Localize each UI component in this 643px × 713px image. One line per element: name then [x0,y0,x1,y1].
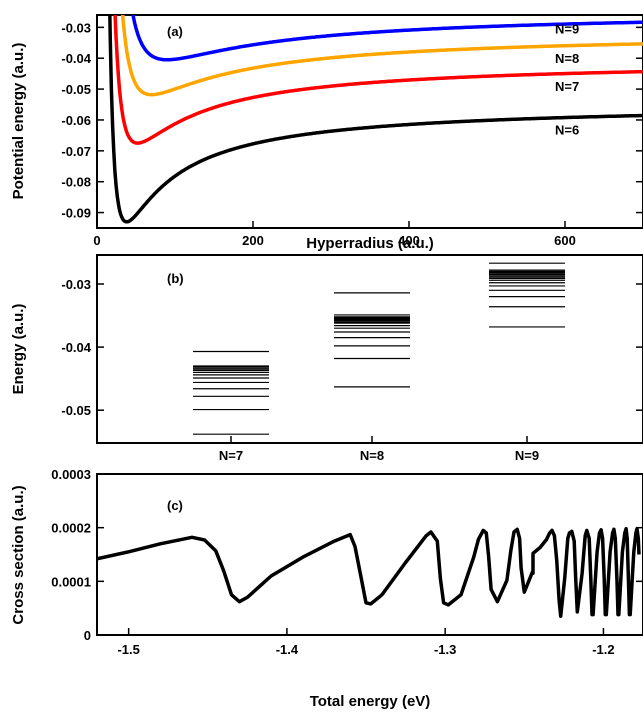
panel-c-x-tick-label: -1.2 [592,642,614,657]
panel-a-x-tick-label: 600 [554,233,576,248]
panel-b-y-axis-title: Energy (a.u.) [10,304,27,395]
panel-a-y-tick-label: -0.07 [61,144,91,159]
panel-c-label: (c) [167,498,183,513]
panel-a-y-axis-title: Potential energy (a.u.) [10,43,27,200]
panel-b-y-tick-label: -0.04 [61,340,91,355]
panel-b-y-tick-label: -0.05 [61,403,91,418]
panel-a-x-tick-label: 0 [93,233,100,248]
panel-b-y-tick-label: -0.03 [61,277,91,292]
panel-c-x-tick-label: -1.5 [117,642,139,657]
panel-c-curves [97,526,641,618]
panel-b-frame [96,254,643,444]
panel-a-series-label: N=6 [555,123,579,138]
panel-a-y-tick-label: -0.04 [61,51,91,66]
panel-b-ticks: -0.05 -0.04 -0.03 [61,277,643,443]
panel-b-levels [193,262,565,435]
panel-c-x-axis-title: Total energy (eV) [310,693,431,710]
panel-a-curve-n6 [108,15,643,224]
panel-a: -0.09 -0.08 -0.07 -0.06 -0.05 -0.04 -0.03 0 200 4… [10,14,643,252]
panel-a-x-tick-label: 400 [398,233,420,248]
panel-a-series-labels: N=6 N=7 N=8 N=9 [555,21,579,137]
panel-b-category-label: N=7 [219,448,243,463]
panel-a-y-tick-label: -0.06 [61,113,91,128]
panel-c-frame [96,473,643,636]
panel-a-curve-n9 [131,15,643,62]
panel-b-label: (b) [167,271,184,286]
panel-b: -0.05 -0.04 -0.03 (b) N=7 N=8 N=9 Energy (a.… [10,254,643,463]
panel-a-x-axis-title: Hyperradius (a.u.) [306,235,434,252]
panel-c-y-axis-title: Cross section (a.u.) [10,485,27,624]
panel-c-y-tick-label: 0.0003 [51,467,91,482]
panel-a-frame [96,14,643,229]
panel-a-curve-n7 [113,15,643,145]
panel-b-category-label: N=8 [360,448,384,463]
panel-b-category-labels: N=7 N=8 N=9 [219,448,539,463]
panel-a-series-label: N=9 [555,21,579,36]
panel-a-curves [108,15,643,224]
panel-c-x-tick-label: -1.4 [276,642,299,657]
panel-c-ticks: 0 0.0001 0.0002 0.0003 -1.5 -1.4 -1.3 -1.2 [51,467,643,657]
panel-a-label: (a) [167,24,183,39]
panel-c-cross-section-curve [97,526,641,618]
panel-a-y-tick-label: -0.03 [61,20,91,35]
panel-a-y-tick-label: -0.05 [61,82,91,97]
panel-a-series-label: N=8 [555,51,579,66]
panel-a-y-tick-label: -0.09 [61,206,91,221]
panel-c-y-tick-label: 0.0002 [51,521,91,536]
panel-a-y-tick-label: -0.08 [61,175,91,190]
panel-a-ticks: -0.09 -0.08 -0.07 -0.06 -0.05 -0.04 -0.03 0 200 4… [61,20,643,248]
panel-b-category-label: N=9 [515,448,539,463]
panel-c-x-tick-label: -1.3 [434,642,456,657]
panel-a-x-tick-label: 200 [242,233,264,248]
panel-a-curve-n8 [120,15,643,97]
panel-c-y-tick-label: 0 [84,628,91,643]
panel-c-y-tick-label: 0.0001 [51,574,91,589]
panel-a-series-label: N=7 [555,79,579,94]
